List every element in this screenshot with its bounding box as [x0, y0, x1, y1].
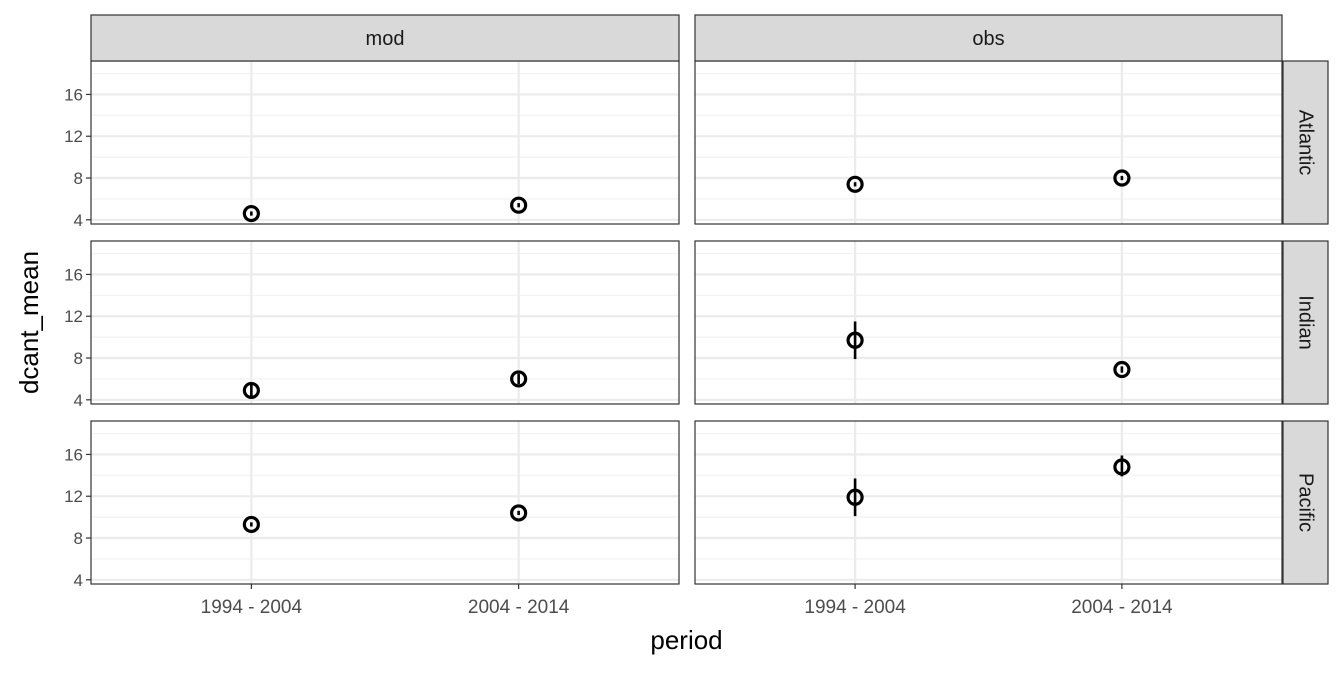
panel-background: [91, 61, 679, 224]
data-point: [510, 504, 528, 522]
y-tick-label: 12: [64, 307, 83, 326]
panel-background: [695, 241, 1282, 404]
panel-border: [694, 420, 1283, 585]
y-tick-label: 4: [74, 211, 83, 230]
panel-background: [695, 61, 1282, 224]
y-tick-label: 4: [74, 571, 83, 590]
data-point: [846, 331, 864, 349]
y-tick-label: 16: [64, 445, 83, 464]
data-point: [510, 370, 528, 388]
data-point: [242, 515, 260, 534]
strip-atlantic: [1282, 60, 1329, 225]
x-tick-label: 2004 - 2014: [1071, 597, 1173, 618]
strip-label-atlantic: Atlantic: [1295, 110, 1317, 176]
y-tick-label: 4: [74, 391, 83, 410]
x-tick-label: 2004 - 2014: [468, 597, 570, 618]
x-tick-label: 1994 - 2004: [201, 597, 303, 618]
y-tick-label: 8: [74, 349, 83, 368]
panel-background: [695, 421, 1282, 584]
panel-border: [90, 420, 680, 585]
data-point: [510, 196, 528, 214]
data-point: [242, 381, 260, 400]
data-point: [242, 204, 260, 223]
strip-label-mod: mod: [366, 28, 405, 50]
y-tick-label: 16: [64, 85, 83, 104]
strip-label-pacific: Pacific: [1295, 473, 1317, 532]
strip-label-obs: obs: [972, 28, 1004, 50]
data-point: [1113, 169, 1131, 187]
data-point: [846, 488, 864, 506]
strip-label-indian: Indian: [1295, 295, 1317, 350]
y-axis-title: dcant_mean: [14, 251, 44, 394]
strip-indian: [1282, 240, 1329, 405]
panel-border: [694, 240, 1283, 405]
y-tick-label: 8: [74, 169, 83, 188]
strip-pacific: [1282, 420, 1329, 585]
y-tick-label: 12: [64, 487, 83, 506]
data-point: [1113, 360, 1131, 379]
y-tick-label: 8: [74, 529, 83, 548]
data-point: [1113, 458, 1131, 476]
strip-obs: [694, 14, 1283, 62]
x-axis-title: period: [650, 625, 722, 655]
y-tick-label: 12: [64, 127, 83, 146]
panel-background: [91, 421, 679, 584]
panel-background: [91, 241, 679, 404]
strip-mod: [90, 14, 680, 62]
panel-border: [90, 240, 680, 405]
data-point: [846, 175, 864, 193]
x-tick-label: 1994 - 2004: [804, 597, 906, 618]
y-tick-label: 16: [64, 265, 83, 284]
